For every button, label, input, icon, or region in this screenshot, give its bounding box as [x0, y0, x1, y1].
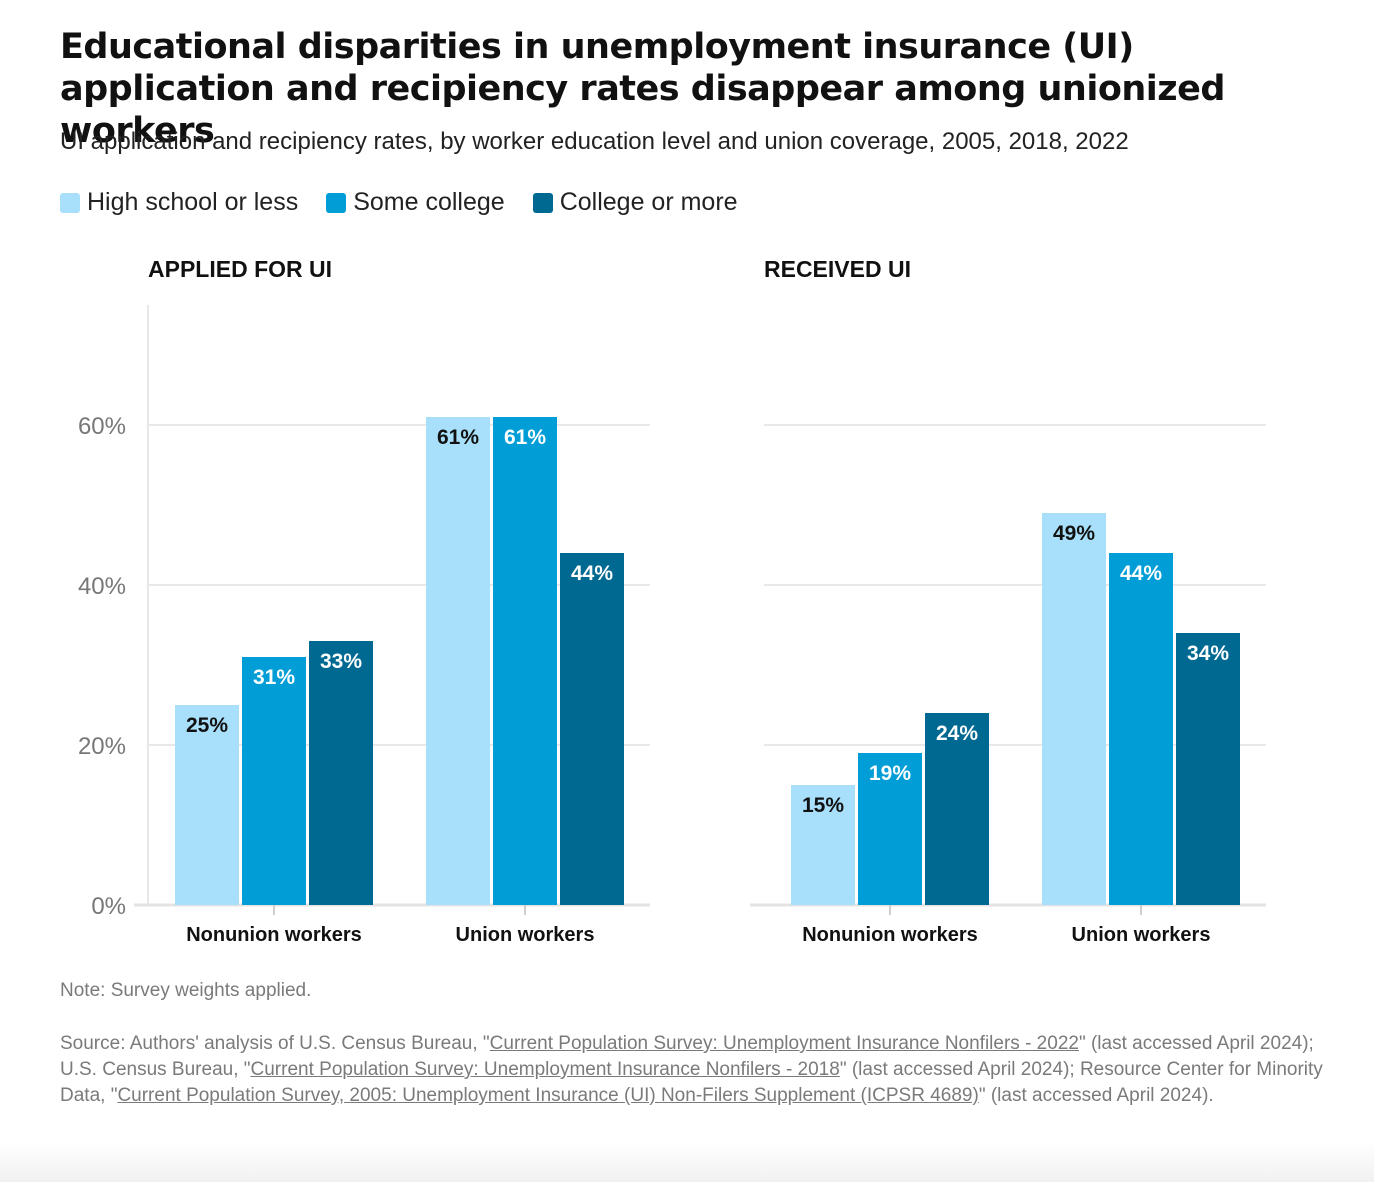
panel-received-ui-data-label-union-workers-high-school-or-less: 49%: [1053, 522, 1095, 545]
panel-applied-for-ui-bar-union-workers-some-college: [493, 417, 557, 905]
chart-subtitle: UI application and recipiency rates, by …: [60, 128, 1129, 155]
bottom-fade: [0, 1142, 1374, 1182]
panel-applied-for-ui-y-tick-label: 0%: [91, 893, 126, 920]
chart-note: Note: Survey weights applied.: [60, 980, 312, 1001]
legend-swatch-some-college: [326, 192, 347, 213]
panel-received-ui-bar-nonunion-workers-college-or-more: [925, 713, 989, 905]
panel-received-ui-bar-nonunion-workers-high-school-or-less: [791, 785, 855, 905]
panel-received-ui-title: RECEIVED UI: [764, 256, 911, 282]
panel-received-ui-data-label-union-workers-some-college: 44%: [1120, 562, 1162, 585]
panel-applied-for-ui-data-label-union-workers-college-or-more: 44%: [571, 562, 613, 585]
legend-swatch-high-school: [60, 192, 80, 213]
panel-received-ui-data-label-nonunion-workers-some-college: 19%: [869, 762, 911, 785]
legend-item-some-college: Some college: [326, 188, 505, 217]
legend-label-college-or-more: College or more: [559, 188, 738, 216]
source-text-2: " (last accessed April 2024); U.S. Censu…: [60, 1033, 1314, 1080]
panel-received-ui-x-tick-label-nonunion-workers: Nonunion workers: [802, 924, 978, 946]
panel-applied-for-ui-data-label-nonunion-workers-college-or-more: 33%: [320, 650, 362, 673]
legend-item-college-or-more: College or more: [532, 188, 738, 217]
panel-received-ui-bar-union-workers-college-or-more: [1176, 633, 1240, 905]
panel-received-ui-x-tick-label-union-workers: Union workers: [1072, 924, 1211, 946]
chart-title: Educational disparities in unemployment …: [60, 27, 1225, 151]
source-link-2018[interactable]: Current Population Survey: Unemployment …: [250, 1059, 840, 1080]
chart-source: Source: Authors' analysis of U.S. Census…: [60, 1031, 1350, 1109]
panel-applied-for-ui-data-label-union-workers-high-school-or-less: 61%: [437, 426, 479, 449]
source-link-2022[interactable]: Current Population Survey: Unemployment …: [489, 1033, 1079, 1054]
source-link-2005[interactable]: Current Population Survey, 2005: Unemplo…: [117, 1085, 979, 1106]
panel-received-ui-data-label-union-workers-college-or-more: 34%: [1187, 642, 1229, 665]
panel-applied-for-ui-data-label-nonunion-workers-high-school-or-less: 25%: [186, 714, 228, 737]
legend-label-high-school: High school or less: [87, 188, 299, 216]
charts-area: APPLIED FOR UI 0% 20% 40% 60% 25% 31% 33% Nonuni…: [78, 256, 1266, 946]
panel-applied-for-ui-y-tick-label: 60%: [78, 413, 126, 440]
panel-applied-for-ui-bar-union-workers-high-school-or-less: [426, 417, 490, 905]
source-text-4: " (last accessed April 2024).: [978, 1085, 1214, 1106]
panel-applied-for-ui-bar-nonunion-workers-college-or-more: [309, 641, 373, 905]
panel-received-ui-bar-union-workers-high-school-or-less: [1042, 513, 1106, 905]
panel-received-ui-bar-nonunion-workers-some-college: [858, 753, 922, 905]
legend-label-some-college: Some college: [353, 188, 505, 216]
panel-applied-for-ui-data-label-union-workers-some-college: 61%: [504, 426, 546, 449]
panel-applied-for-ui-bar-nonunion-workers-high-school-or-less: [175, 705, 239, 905]
panel-received-ui-data-label-nonunion-workers-college-or-more: 24%: [936, 722, 978, 745]
panel-applied-for-ui-data-label-nonunion-workers-some-college: 31%: [253, 666, 295, 689]
panel-applied-for-ui-x-tick-label-union-workers: Union workers: [456, 924, 595, 946]
panel-applied-for-ui-title: APPLIED FOR UI: [148, 256, 332, 282]
panel-received-ui-bar-union-workers-some-college: [1109, 553, 1173, 905]
panel-applied-for-ui-y-tick-label: 20%: [78, 733, 126, 760]
panel-applied-for-ui-x-tick-label-nonunion-workers: Nonunion workers: [186, 924, 362, 946]
source-text-1: Source: Authors' analysis of U.S. Census…: [60, 1033, 490, 1054]
legend-swatch-college-or-more: [532, 192, 553, 213]
panel-applied-for-ui-y-tick-label: 40%: [78, 573, 126, 600]
panel-applied-for-ui-bar-nonunion-workers-some-college: [242, 657, 306, 905]
legend-item-high-school: High school or less: [60, 188, 298, 217]
legend: High school or less Some college College…: [60, 188, 766, 217]
panel-received-ui-data-label-nonunion-workers-high-school-or-less: 15%: [802, 794, 844, 817]
source-text-3: " (last accessed April 2024); Resource C…: [60, 1059, 1323, 1106]
panel-applied-for-ui-bar-union-workers-college-or-more: [560, 553, 624, 905]
